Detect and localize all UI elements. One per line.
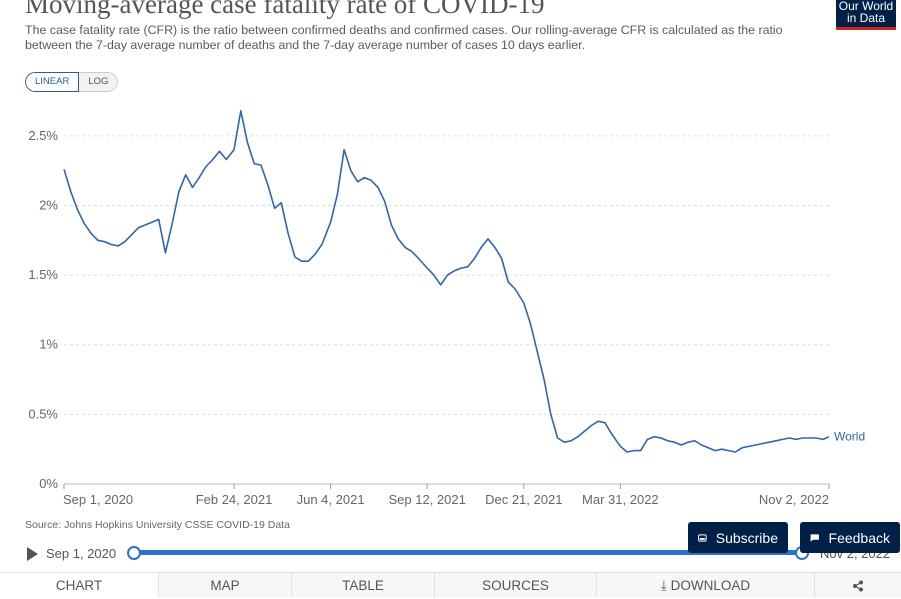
y-tick-label: 2.5% [28, 128, 58, 143]
x-tick-label: Feb 24, 2021 [196, 492, 273, 507]
tab-share[interactable] [814, 573, 901, 597]
logo-line-2: in Data [846, 11, 886, 25]
play-icon[interactable] [27, 547, 38, 561]
y-tick-label: 1.5% [28, 267, 58, 282]
download-icon: ⤓ [660, 578, 671, 593]
source-note[interactable]: Source: Johns Hopkins University CSSE CO… [25, 519, 290, 531]
timeline-start-handle[interactable] [127, 546, 141, 560]
y-tick-label: 0.5% [28, 406, 58, 421]
scale-toggle: LINEAR LOG [25, 72, 119, 92]
y-tick-label: 2% [39, 197, 58, 212]
tab-map[interactable]: MAP [158, 573, 291, 597]
x-tick-label: Sep 12, 2021 [389, 492, 466, 507]
logo-line-1: Our World [838, 0, 894, 13]
owid-logo[interactable]: Our World in Data [836, 0, 896, 30]
gridlines [64, 135, 829, 485]
series-line-world[interactable] [63, 110, 830, 453]
envelope-icon [698, 533, 707, 542]
log-scale-button[interactable]: LOG [79, 72, 119, 92]
series-labels: World [834, 430, 865, 444]
x-tick-label: Dec 21, 2021 [485, 492, 562, 507]
tab-table[interactable]: TABLE [291, 573, 434, 597]
subscribe-label: Subscribe [715, 529, 778, 546]
feedback-label: Feedback [828, 529, 890, 546]
subscribe-button[interactable]: Subscribe [688, 522, 788, 553]
x-tick-label: Sep 1, 2020 [63, 492, 133, 507]
line-chart[interactable]: 0% 0.5% 1% 1.5% 2% 2.5% Sep 1, 2020 Feb 24, 20… [0, 100, 901, 510]
tab-sources[interactable]: SOURCES [434, 573, 596, 597]
x-tick-label: Nov 2, 2022 [759, 492, 829, 507]
series-label-world[interactable]: World [834, 430, 865, 444]
linear-scale-button[interactable]: LINEAR [25, 72, 80, 92]
x-axis-ticks: Sep 1, 2020 Feb 24, 2021 Jun 4, 2021 Sep 12… [63, 484, 830, 507]
feedback-button[interactable]: Feedback [800, 522, 900, 553]
y-tick-label: 1% [39, 337, 58, 352]
chart-subtitle: The case fatality rate (CFR) is the rati… [25, 23, 783, 52]
tab-download-label: DOWNLOAD [670, 578, 751, 593]
y-tick-label: 0% [39, 476, 58, 491]
chart-title: Moving-average case fatality rate of COV… [25, 0, 545, 19]
tab-bar: CHART MAP TABLE SOURCES ⤓ DOWNLOAD [0, 572, 901, 597]
share-icon [853, 580, 863, 592]
timeline-track[interactable] [134, 550, 802, 555]
tab-chart[interactable]: CHART [0, 573, 158, 597]
y-axis-ticks: 0% 0.5% 1% 1.5% 2% 2.5% [28, 128, 58, 491]
timeline-start-label: Sep 1, 2020 [46, 546, 117, 561]
tab-download[interactable]: ⤓ DOWNLOAD [596, 573, 814, 597]
x-tick-label: Jun 4, 2021 [297, 492, 365, 507]
speech-bubble-icon [810, 533, 819, 542]
series-lines [63, 110, 830, 453]
x-tick-label: Mar 31, 2022 [582, 492, 659, 507]
